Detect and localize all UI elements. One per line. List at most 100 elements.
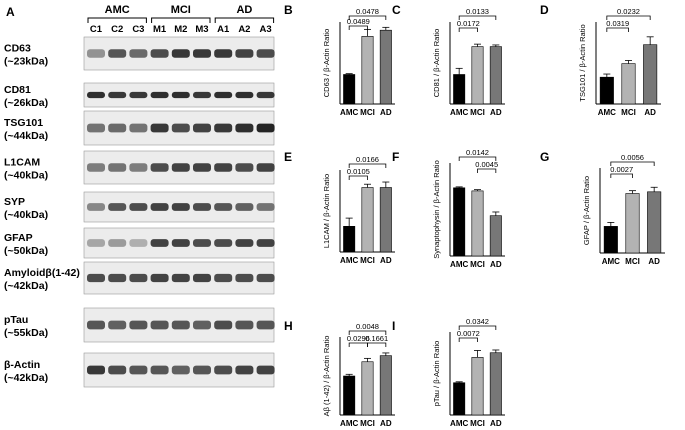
blot-band — [214, 49, 233, 58]
category-label: MCI — [360, 419, 375, 428]
category-label: AD — [644, 108, 656, 117]
panel-letter-h: H — [284, 319, 293, 333]
category-label: MCI — [360, 256, 375, 265]
lane-label: M2 — [174, 24, 187, 35]
group-bracket — [214, 17, 275, 23]
group-bracket — [151, 17, 211, 23]
p-value-label: 0.0166 — [356, 155, 379, 164]
panel-e: E L1CAM / β-Actin Ratio AMC MCI AD 0.0105 0.01… — [284, 150, 395, 265]
blot-band — [171, 123, 190, 133]
p-value-label: 0.0048 — [356, 322, 379, 331]
blot-band — [171, 203, 190, 211]
blot-band — [129, 365, 148, 375]
blot-band — [193, 203, 211, 211]
blot-band — [171, 239, 190, 247]
blot-band — [171, 163, 190, 172]
blot-band — [214, 365, 233, 375]
blot-band — [256, 320, 275, 330]
category-label: MCI — [470, 108, 485, 117]
category-label: AD — [490, 260, 502, 269]
blot-band — [87, 49, 105, 58]
blot-size-label: (~40kDa) — [4, 170, 48, 182]
p-value-label: 0.0056 — [621, 153, 644, 162]
blot-band — [108, 365, 127, 375]
blot-band — [256, 273, 275, 283]
blot-band — [108, 203, 127, 211]
blot-band — [171, 91, 190, 99]
bar-ad — [489, 352, 502, 416]
blot-band — [193, 320, 211, 330]
p-value-label: 0.0142 — [466, 148, 489, 157]
blot-band — [214, 163, 233, 172]
bar-mci — [471, 46, 484, 105]
blot-band — [150, 365, 169, 375]
blot-band — [256, 91, 275, 99]
panel-letter-a: A — [6, 5, 15, 19]
significance-bracket — [458, 325, 497, 330]
bar-amc — [343, 74, 356, 105]
panel-letter-d: D — [540, 3, 549, 17]
blot-label: CD63 — [4, 43, 31, 55]
category-label: AMC — [450, 419, 468, 428]
lane-label: A1 — [217, 24, 230, 35]
bar-ad — [379, 355, 392, 416]
category-label: AD — [490, 419, 502, 428]
y-axis-label: L1CAM / β-Actin Ratio — [322, 174, 331, 248]
blot-size-label: (~40kDa) — [4, 209, 48, 221]
blot-band — [235, 273, 254, 283]
category-label: AD — [380, 108, 392, 117]
blot-band — [193, 273, 211, 283]
category-label: MCI — [360, 108, 375, 117]
blot-band — [171, 49, 190, 58]
significance-bracket — [367, 342, 387, 347]
blot-band — [129, 203, 148, 211]
blot-band — [108, 49, 127, 58]
bar-amc — [453, 382, 466, 416]
blot-band — [108, 239, 127, 247]
group-bracket — [87, 17, 147, 23]
bar-amc — [343, 375, 356, 416]
blot-band — [214, 239, 233, 247]
significance-bracket — [458, 27, 478, 32]
blot-band — [214, 91, 233, 99]
blot-band — [214, 203, 233, 211]
significance-bracket — [348, 342, 368, 347]
blot-band — [150, 91, 169, 99]
blot-band — [108, 273, 127, 283]
blot-label: β-Actin — [4, 359, 40, 371]
blot-band — [150, 273, 169, 283]
p-value-label: 0.0319 — [606, 19, 629, 28]
blot-band — [193, 91, 211, 99]
bar-ad — [489, 215, 502, 257]
y-axis-label: CD63 / β-Actin Ratio — [322, 29, 331, 98]
blot-band — [87, 91, 105, 99]
bar-amc — [599, 76, 614, 105]
blot-band — [87, 273, 105, 283]
group-label-amc: AMC — [105, 4, 130, 16]
blot-band — [150, 163, 169, 172]
p-value-label: 0.0072 — [457, 329, 480, 338]
p-value-label: 0.0133 — [466, 7, 489, 16]
panel-d: D TSG101 / β-Actin Ratio AMC MCI AD 0.0319 0.0… — [540, 3, 661, 117]
blot-band — [87, 239, 105, 247]
bar-mci — [361, 361, 374, 416]
p-value-label: 0.1661 — [365, 334, 388, 343]
blot-label: L1CAM — [4, 157, 40, 169]
bar-ad — [379, 29, 392, 105]
bar-ad — [647, 191, 662, 254]
significance-bracket — [610, 173, 633, 178]
blot-band — [193, 163, 211, 172]
bar-amc — [453, 187, 466, 257]
blot-band — [108, 163, 127, 172]
bar-mci — [621, 63, 636, 105]
blot-band — [171, 273, 190, 283]
blot-band — [235, 91, 254, 99]
significance-bracket — [348, 25, 368, 30]
y-axis-label: pTau / β-Actin Ratio — [432, 341, 441, 407]
bar-ad — [379, 187, 392, 253]
p-value-label: 0.0296 — [347, 334, 370, 343]
blot-label: pTau — [4, 314, 28, 326]
blot-band — [214, 320, 233, 330]
blot-band — [235, 203, 254, 211]
p-value-label: 0.0027 — [610, 165, 633, 174]
